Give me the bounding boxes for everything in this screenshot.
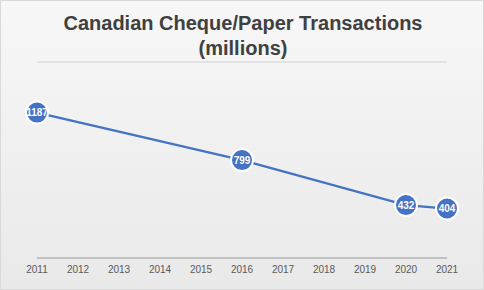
svg-text:432: 432 <box>398 200 415 211</box>
svg-text:2018: 2018 <box>313 264 336 275</box>
svg-text:2011: 2011 <box>26 264 48 275</box>
svg-text:404: 404 <box>439 203 456 214</box>
svg-text:2014: 2014 <box>149 264 172 275</box>
svg-text:2021: 2021 <box>436 264 459 275</box>
svg-text:2015: 2015 <box>190 264 213 275</box>
svg-text:2020: 2020 <box>395 264 418 275</box>
svg-text:2012: 2012 <box>67 264 90 275</box>
svg-text:2016: 2016 <box>231 264 254 275</box>
svg-text:1187: 1187 <box>26 107 48 118</box>
svg-text:2017: 2017 <box>272 264 295 275</box>
svg-text:2013: 2013 <box>108 264 131 275</box>
svg-text:799: 799 <box>234 155 251 166</box>
svg-text:2019: 2019 <box>354 264 377 275</box>
html-text:Canadian Cheque/Paper Transact: Canadian Cheque/Paper Transactions (mill… <box>63 12 423 59</box>
